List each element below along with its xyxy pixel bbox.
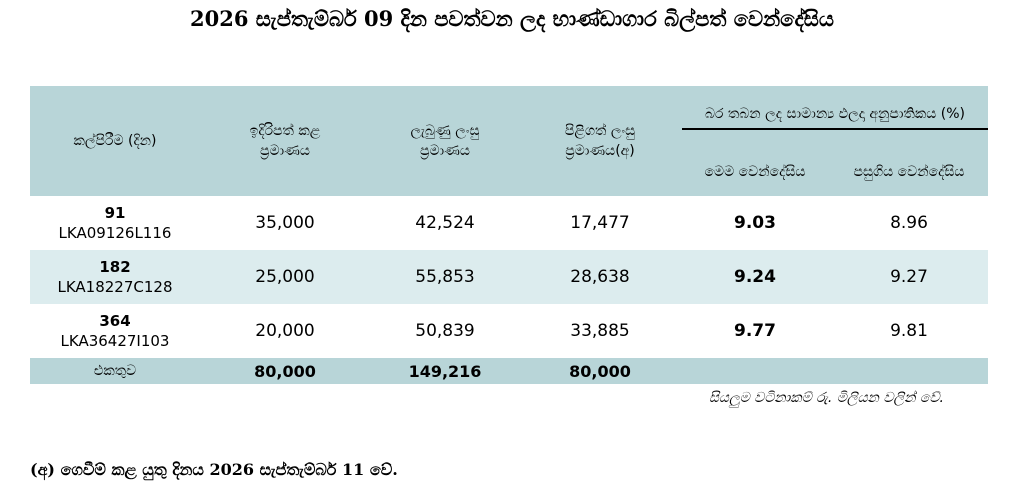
header-this-auction: මෙම වෙන්දේසිය xyxy=(680,148,830,196)
table-row: 91 LKA09126L116 35,000 42,524 17,477 9.0… xyxy=(30,196,988,250)
tenor-days: 91 xyxy=(104,204,126,222)
total-row: එකතුව 80,000 149,216 80,000 xyxy=(30,358,988,384)
yield-this-cell: 9.77 xyxy=(680,304,830,358)
tenor-cell: 182 LKA18227C128 xyxy=(30,250,200,304)
accepted-cell: 17,477 xyxy=(520,196,680,250)
received-cell: 42,524 xyxy=(370,196,520,250)
header-yield-group: බර තබන ලද සාමාන්‍ය ඵලදා අනුපාතිකය (%) xyxy=(680,86,988,148)
total-received: 149,216 xyxy=(370,358,520,384)
settlement-footnote: (අ) ගෙවීම් කළ යුතු දිනය 2026 සැප්තැම්බර්… xyxy=(30,460,398,479)
received-cell: 50,839 xyxy=(370,304,520,358)
header-tenor: කල්පිරීම (දින) xyxy=(30,86,200,196)
received-cell: 55,853 xyxy=(370,250,520,304)
tenor-cell: 91 LKA09126L116 xyxy=(30,196,200,250)
yield-prev-cell: 8.96 xyxy=(830,196,988,250)
accepted-cell: 28,638 xyxy=(520,250,680,304)
accepted-cell: 33,885 xyxy=(520,304,680,358)
total-label: එකතුව xyxy=(30,358,200,384)
total-offered: 80,000 xyxy=(200,358,370,384)
table-row: 182 LKA18227C128 25,000 55,853 28,638 9.… xyxy=(30,250,988,304)
header-previous-auction: පසුගිය වෙන්දේසිය xyxy=(830,148,988,196)
isin-code: LKA36427I103 xyxy=(60,332,170,350)
header-offered: ඉදිරිපත් කළ ප්‍රමාණය xyxy=(200,86,370,196)
header-accepted: පිළිගත් ලංසු ප්‍රමාණය(අ) xyxy=(520,86,680,196)
total-accepted: 80,000 xyxy=(520,358,680,384)
yield-this-cell: 9.03 xyxy=(680,196,830,250)
tenor-cell: 364 LKA36427I103 xyxy=(30,304,200,358)
yield-prev-cell: 9.81 xyxy=(830,304,988,358)
auction-results-table: කල්පිරීම (දින) ඉදිරිපත් කළ ප්‍රමාණය ලැබු… xyxy=(30,86,988,384)
offered-cell: 35,000 xyxy=(200,196,370,250)
units-note: සියලුම වටිනාකම් රු. මිලියන වලින් වේ. xyxy=(708,390,944,406)
total-empty-cell xyxy=(830,358,988,384)
tenor-days: 364 xyxy=(99,312,131,330)
tenor-days: 182 xyxy=(99,258,131,276)
offered-cell: 25,000 xyxy=(200,250,370,304)
page-title: 2026 සැප්තැම්බර් 09 දින පවත්වන ලද භාණ්ඩා… xyxy=(190,6,834,31)
total-empty-cell xyxy=(680,358,830,384)
yield-this-cell: 9.24 xyxy=(680,250,830,304)
table-row: 364 LKA36427I103 20,000 50,839 33,885 9.… xyxy=(30,304,988,358)
isin-code: LKA18227C128 xyxy=(57,278,173,296)
header-received: ලැබුණු ලංසු ප්‍රමාණය xyxy=(370,86,520,196)
yield-prev-cell: 9.27 xyxy=(830,250,988,304)
offered-cell: 20,000 xyxy=(200,304,370,358)
isin-code: LKA09126L116 xyxy=(58,224,172,242)
